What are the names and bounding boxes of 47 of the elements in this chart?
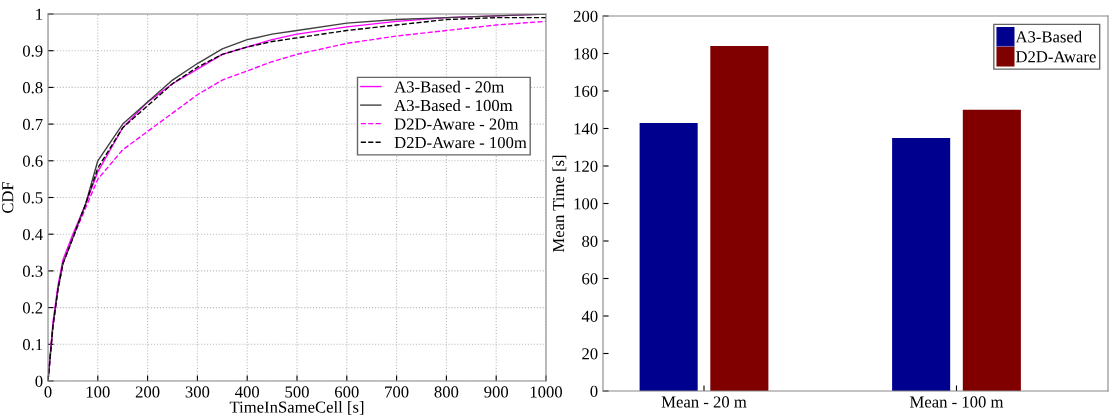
y-tick-label: 0.1 bbox=[22, 339, 43, 351]
x-tick-label: Mean - 100 m bbox=[910, 396, 1004, 408]
x-tick-label: Mean - 20 m bbox=[661, 396, 747, 408]
y-tick-label: 80 bbox=[582, 235, 598, 247]
x-tick-label: 600 bbox=[335, 386, 359, 398]
y-tick-label: 160 bbox=[574, 85, 598, 97]
y-tick-label: 40 bbox=[581, 310, 598, 322]
y-tick-label: 0.6 bbox=[22, 155, 43, 167]
y-tick-label: 100 bbox=[574, 198, 598, 210]
y-tick-label: 0.3 bbox=[22, 265, 43, 277]
y-tick-label: 0 bbox=[35, 375, 43, 387]
bar bbox=[639, 122, 698, 391]
y-tick-label: 0.4 bbox=[22, 228, 43, 241]
x-tick-label: 400 bbox=[235, 386, 260, 398]
x-tick-label: 200 bbox=[135, 386, 160, 398]
legend-label: A3-Based - 20m bbox=[394, 80, 505, 93]
y-tick-label: 200 bbox=[573, 10, 598, 22]
y-axis-title: CDF bbox=[2, 181, 14, 214]
y-tick-label: 1 bbox=[36, 8, 43, 20]
legend-label: A3-Based - 100m bbox=[394, 99, 513, 112]
y-tick-label: 0.8 bbox=[22, 82, 43, 94]
y-axis-title: Mean Time [s] bbox=[552, 155, 567, 253]
bar bbox=[892, 137, 951, 391]
x-tick-label: 500 bbox=[285, 386, 309, 398]
x-tick-label: 700 bbox=[385, 386, 409, 398]
y-tick-label: 0.5 bbox=[22, 192, 43, 204]
y-tick-label: 180 bbox=[574, 48, 598, 60]
x-tick-label: 300 bbox=[185, 386, 210, 398]
x-tick-label: 900 bbox=[484, 386, 509, 398]
x-tick-label: 800 bbox=[434, 386, 459, 398]
x-tick-label: 1000 bbox=[530, 386, 563, 398]
bar bbox=[962, 109, 1021, 391]
legend-label: A3-Based bbox=[1015, 30, 1082, 43]
y-tick-label: 60 bbox=[582, 273, 598, 285]
x-tick-label: 0 bbox=[44, 386, 52, 398]
y-tick-label: 0.9 bbox=[22, 45, 43, 57]
y-tick-label: 0.7 bbox=[22, 118, 43, 131]
y-tick-label: 140 bbox=[574, 123, 598, 135]
y-tick-label: 120 bbox=[574, 160, 598, 172]
y-tick-label: 20 bbox=[582, 348, 598, 360]
legend-label: D2D-Aware bbox=[1015, 51, 1096, 63]
legend-label: D2D-Aware - 100m bbox=[394, 136, 527, 149]
x-axis-title: TimeInSameCell [s] bbox=[229, 400, 364, 415]
y-tick-label: 0.2 bbox=[22, 302, 43, 314]
legend-label: D2D-Aware - 20m bbox=[394, 118, 519, 130]
bar bbox=[710, 46, 769, 391]
x-tick-label: 100 bbox=[86, 386, 110, 398]
